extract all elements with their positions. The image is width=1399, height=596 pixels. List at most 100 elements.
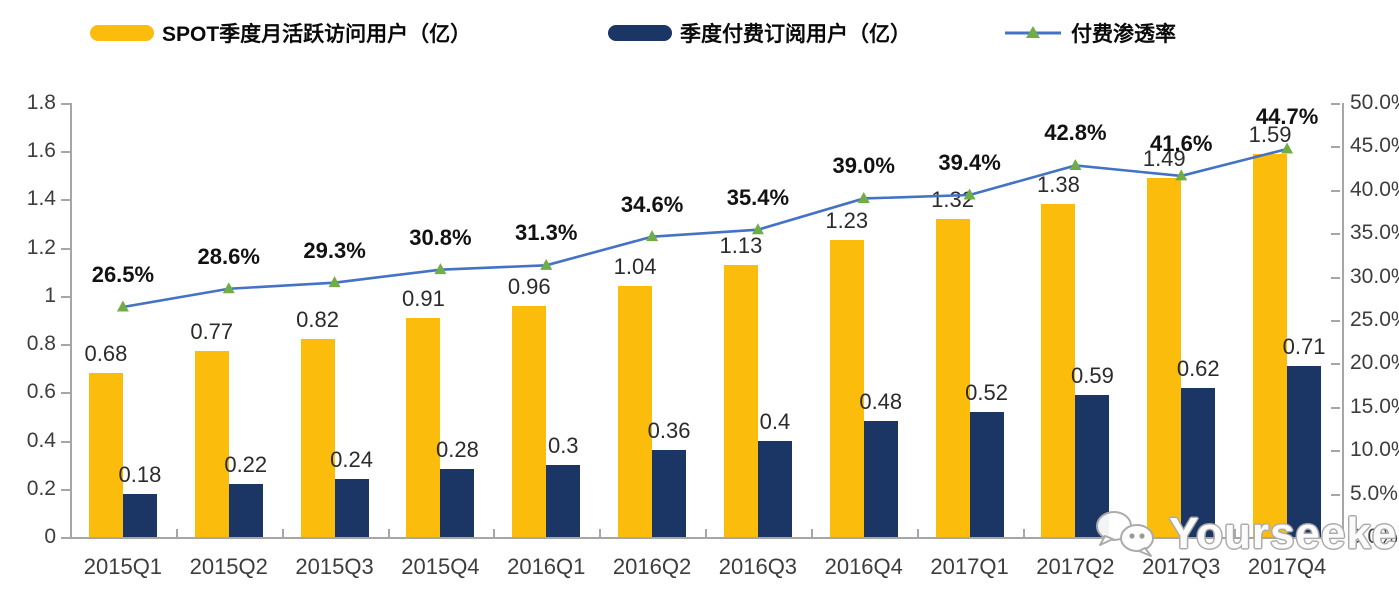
x-axis-tick-mark bbox=[493, 529, 496, 537]
x-tick-label: 2017Q1 bbox=[930, 554, 1009, 579]
subs-bar-value-label: 0.36 bbox=[647, 418, 691, 444]
left-axis-tick-label: 1 bbox=[44, 283, 56, 307]
penetration-marker-icon bbox=[963, 188, 976, 200]
left-axis-tick-label: 0.8 bbox=[26, 332, 56, 356]
penetration-value-label: 30.8% bbox=[409, 224, 472, 250]
subs-bar bbox=[122, 493, 157, 537]
penetration-marker-icon bbox=[1281, 142, 1294, 154]
left-axis-tick-label: 1.4 bbox=[26, 187, 56, 211]
mau-bar-value-label: 0.96 bbox=[507, 273, 551, 299]
penetration-value-label: 26.5% bbox=[91, 261, 155, 287]
penetration-marker-icon bbox=[434, 263, 447, 275]
left-axis-tick-mark bbox=[61, 103, 70, 105]
x-tick-label: 2017Q4 bbox=[1247, 554, 1327, 579]
mau-bar-value-label: 1.59 bbox=[1248, 121, 1292, 147]
right-axis-tick-label: 5.0% bbox=[1350, 481, 1398, 505]
x-tick-label: 2016Q1 bbox=[507, 554, 586, 579]
right-axis-tick-mark bbox=[1331, 363, 1340, 366]
x-tick-label: 2015Q2 bbox=[189, 554, 268, 579]
subs-bar bbox=[652, 450, 687, 537]
x-axis-tick-mark bbox=[175, 529, 178, 537]
left-axis-tick-mark bbox=[61, 247, 70, 250]
mau-bar bbox=[194, 351, 229, 537]
left-axis-tick-mark bbox=[61, 488, 70, 491]
legend-item-penetration: 付费渗透率 bbox=[1005, 16, 1176, 50]
right-axis-tick-mark bbox=[1331, 103, 1340, 105]
right-axis-tick-mark bbox=[1331, 493, 1340, 496]
mau-bar-value-label: 1.49 bbox=[1142, 145, 1186, 171]
legend-label-mau: SPOT季度月活跃访问用户（亿） bbox=[162, 23, 472, 46]
penetration-value-label: 28.6% bbox=[197, 243, 260, 269]
penetration-value-label: 35.4% bbox=[726, 184, 790, 210]
mau-bar-value-label: 1.38 bbox=[1036, 172, 1080, 198]
mau-bar bbox=[723, 264, 758, 537]
mau-bar bbox=[512, 305, 547, 537]
subs-bar-value-label: 0.62 bbox=[1176, 355, 1220, 381]
right-axis-tick-mark bbox=[1331, 537, 1340, 539]
right-axis-tick-label: 40.0% bbox=[1350, 177, 1399, 201]
right-axis-tick-mark bbox=[1331, 320, 1340, 322]
penetration-value-label: 31.3% bbox=[515, 220, 578, 246]
penetration-value-label: 39.4% bbox=[938, 150, 1001, 175]
x-tick-label: 2016Q3 bbox=[718, 554, 798, 579]
mau-bar bbox=[1253, 153, 1288, 537]
left-axis-tick-label: 0 bbox=[44, 525, 56, 548]
penetration-marker-icon bbox=[116, 300, 129, 312]
x-axis-tick-mark bbox=[916, 529, 919, 537]
subs-bar-value-label: 0.4 bbox=[759, 408, 791, 434]
right-axis-tick-label: 50.0% bbox=[1350, 91, 1399, 114]
left-axis-tick-label: 1.2 bbox=[26, 235, 56, 259]
subs-bar-swatch-icon bbox=[608, 25, 672, 41]
mau-bar bbox=[300, 339, 335, 537]
left-axis-tick-mark bbox=[61, 295, 70, 298]
penetration-value-label: 34.6% bbox=[620, 191, 684, 217]
mau-bar-value-label: 0.77 bbox=[190, 319, 234, 345]
x-tick-label: 2017Q3 bbox=[1142, 554, 1221, 579]
penetration-marker-icon bbox=[222, 282, 235, 294]
mau-bar-value-label: 0.68 bbox=[84, 341, 128, 367]
subs-bar-value-label: 0.22 bbox=[224, 451, 268, 477]
right-axis-tick-mark bbox=[1331, 276, 1340, 279]
subs-bar-value-label: 0.48 bbox=[859, 389, 903, 415]
right-axis-tick-label: 15.0% bbox=[1350, 394, 1399, 418]
right-axis-tick-label: 30.0% bbox=[1350, 264, 1399, 288]
x-tick-label: 2015Q1 bbox=[83, 554, 163, 579]
x-axis-tick-mark bbox=[599, 529, 602, 537]
right-axis-tick-label: 0.0% bbox=[1350, 525, 1398, 548]
left-axis-tick-mark bbox=[61, 440, 70, 443]
right-axis-tick-label: 10.0% bbox=[1350, 438, 1399, 462]
subs-bar bbox=[1287, 365, 1322, 537]
x-tick-label: 2017Q2 bbox=[1036, 554, 1115, 579]
x-tick-label: 2015Q3 bbox=[295, 554, 374, 579]
mau-bar-value-label: 1.23 bbox=[825, 208, 869, 234]
subs-bar bbox=[440, 469, 475, 537]
subs-bar-value-label: 0.18 bbox=[118, 461, 162, 487]
mau-bar bbox=[618, 286, 653, 537]
mau-bar-value-label: 0.82 bbox=[296, 307, 339, 333]
x-tick-label: 2015Q4 bbox=[401, 554, 480, 579]
x-axis-tick-mark bbox=[705, 529, 707, 537]
left-axis-tick-mark bbox=[61, 199, 70, 202]
subs-bar-value-label: 0.71 bbox=[1282, 333, 1326, 359]
subs-bar-value-label: 0.52 bbox=[965, 379, 1008, 405]
right-axis-tick-label: 25.0% bbox=[1350, 308, 1399, 331]
wechat-bubbles-icon bbox=[1096, 511, 1154, 557]
x-tick-label: 2016Q2 bbox=[612, 554, 692, 579]
penetration-value-label: 44.7% bbox=[1255, 104, 1319, 129]
penetration-line-swatch-icon bbox=[1005, 26, 1061, 38]
right-axis-tick-mark bbox=[1331, 406, 1340, 409]
mau-bar-value-label: 1.04 bbox=[613, 254, 657, 280]
subs-bar bbox=[1075, 394, 1110, 537]
penetration-marker-icon bbox=[857, 191, 870, 203]
penetration-value-label: 29.3% bbox=[303, 237, 366, 263]
x-tick-label: 2016Q4 bbox=[824, 554, 903, 579]
subs-bar bbox=[546, 464, 581, 537]
left-axis-tick-label: 1.8 bbox=[26, 91, 56, 114]
penetration-marker-icon bbox=[751, 223, 764, 235]
right-axis-tick-mark bbox=[1331, 146, 1340, 149]
legend-label-penetration: 付费渗透率 bbox=[1071, 23, 1176, 46]
subs-bar bbox=[228, 483, 263, 537]
subs-bar-value-label: 0.28 bbox=[435, 437, 479, 463]
subs-bar-value-label: 0.24 bbox=[330, 447, 373, 473]
